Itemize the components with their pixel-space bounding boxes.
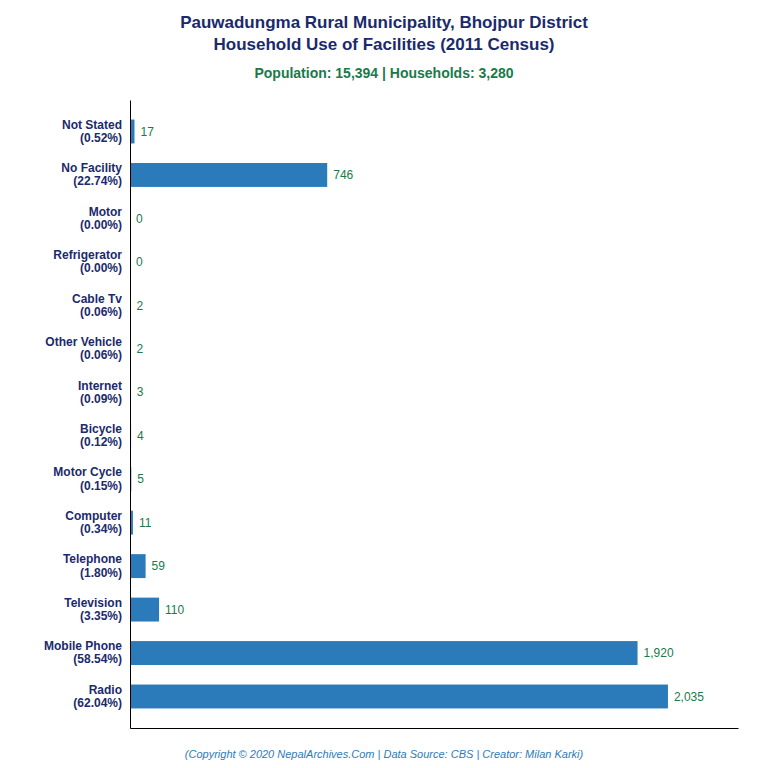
y-tick: Motor Cycle(0.15%) <box>53 465 130 492</box>
y-tick: Television(3.35%) <box>64 596 130 623</box>
data-label: 0 <box>136 212 143 226</box>
y-tick-label: Motor Cycle(0.15%) <box>53 465 122 492</box>
data-label: 11 <box>139 516 152 530</box>
data-label: 2 <box>137 299 144 313</box>
y-tick: Internet(0.09%) <box>78 379 130 406</box>
footer: (Copyright © 2020 NepalArchives.Com | Da… <box>185 748 584 760</box>
y-tick: Not Stated(0.52%) <box>62 118 130 145</box>
y-tick: Cable Tv(0.06%) <box>72 292 130 319</box>
data-label: 3 <box>137 385 144 399</box>
bars <box>130 120 668 709</box>
y-tick: Mobile Phone(58.54%) <box>44 639 130 666</box>
y-tick-label: Television(3.35%) <box>64 596 122 623</box>
y-axis: Radio(62.04%) Mobile Phone(58.54%) Televis… <box>44 101 131 729</box>
data-labels: 2,035 1,920 110 59 11 5 4 3 2 2 0 0 746 17 <box>136 125 704 704</box>
x-axis-line <box>131 728 739 729</box>
y-axis-line <box>130 101 131 729</box>
chart: Pauwadungma Rural Municipality, Bhojpur … <box>0 0 768 768</box>
y-tick-label: Mobile Phone(58.54%) <box>44 639 122 666</box>
y-tick-label: Motor(0.00%) <box>80 205 122 232</box>
bar <box>130 641 638 665</box>
y-tick-label: Refrigerator(0.00%) <box>53 248 122 275</box>
y-tick-label: Bicycle(0.12%) <box>80 422 122 449</box>
y-tick: Bicycle(0.12%) <box>80 422 130 449</box>
data-label: 746 <box>333 168 353 182</box>
y-tick: Refrigerator(0.00%) <box>53 248 130 275</box>
bar <box>130 163 327 187</box>
y-tick-label: No Facility(22.74%) <box>61 161 122 188</box>
data-label: 1,920 <box>644 646 674 660</box>
data-label: 5 <box>137 472 144 486</box>
y-tick-label: Telephone(1.80%) <box>63 552 122 579</box>
y-tick: Computer(0.34%) <box>65 509 130 536</box>
y-tick: No Facility(22.74%) <box>61 161 130 188</box>
data-label: 0 <box>136 255 143 269</box>
plot: 2,035 1,920 110 59 11 5 4 3 2 2 0 0 746 17 Radio(62.04… <box>44 101 739 729</box>
y-tick-label: Cable Tv(0.06%) <box>72 292 122 319</box>
y-tick: Radio(62.04%) <box>73 683 130 710</box>
data-label: 17 <box>140 125 154 139</box>
y-tick-label: Radio(62.04%) <box>73 683 122 710</box>
y-tick-label: Computer(0.34%) <box>65 509 122 536</box>
data-label: 110 <box>165 603 184 617</box>
y-tick-label: Internet(0.09%) <box>78 379 122 406</box>
x-axis <box>131 728 739 729</box>
data-label: 2,035 <box>674 690 704 704</box>
data-label: 59 <box>152 559 166 573</box>
y-tick: Motor(0.00%) <box>80 205 130 232</box>
bar <box>130 598 159 622</box>
data-label: 2 <box>137 342 144 356</box>
y-tick-label: Other Vehicle(0.06%) <box>45 335 122 362</box>
y-tick: Telephone(1.80%) <box>63 552 130 579</box>
bar <box>130 554 146 578</box>
subtitle: Population: 15,394 | Households: 3,280 <box>254 65 513 81</box>
title: Pauwadungma Rural Municipality, Bhojpur … <box>180 13 588 54</box>
bar <box>130 685 668 709</box>
y-tick-label: Not Stated(0.52%) <box>62 118 122 145</box>
y-tick: Other Vehicle(0.06%) <box>45 335 130 362</box>
data-label: 4 <box>137 429 144 443</box>
